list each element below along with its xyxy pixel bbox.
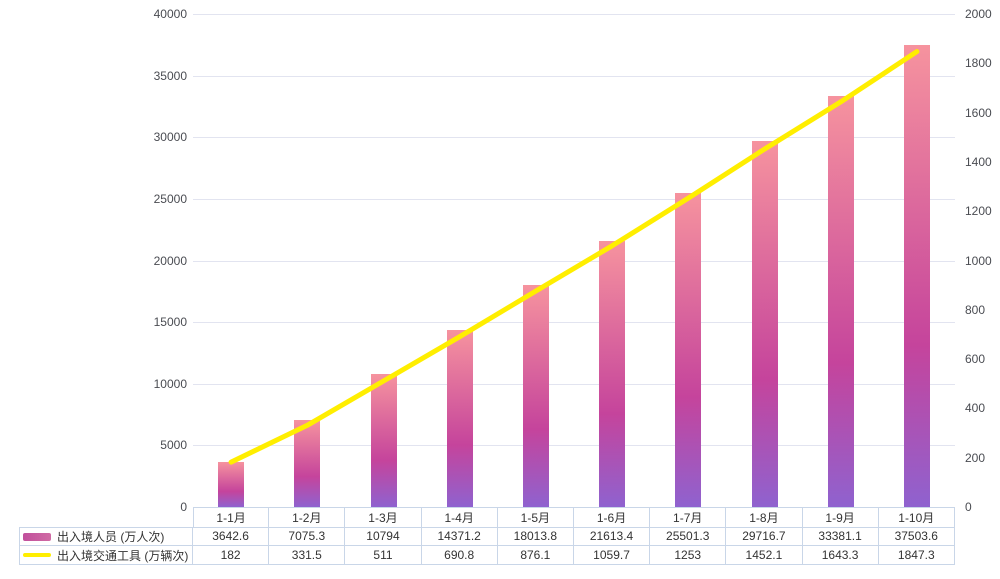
y-axis-right-tick-label: 400 <box>965 401 986 416</box>
table-value-cell: 14371.2 <box>421 527 498 546</box>
y-axis-right-tick-label: 1800 <box>965 56 992 71</box>
table-value-cell: 37503.6 <box>878 527 955 546</box>
y-axis-right-tick-label: 1400 <box>965 154 992 169</box>
table-value-cell: 21613.4 <box>573 527 651 546</box>
y-axis-right-tick-label: 2000 <box>965 7 992 21</box>
y-axis-right-tick-label: 0 <box>965 500 972 514</box>
traffic-line-series[interactable] <box>228 49 920 465</box>
bar-1-4月[interactable] <box>446 329 473 507</box>
gridline <box>193 383 955 385</box>
y-axis-left-tick-label: 0 <box>180 500 187 514</box>
table-header-row: 1-1月 1-2月 1-3月 1-4月 1-5月 1-6月 1-7月 1-8月 1-9月 1-10… <box>193 507 955 528</box>
gridline <box>193 137 955 139</box>
y-axis-left-tick-label: 35000 <box>153 68 187 83</box>
table-value-cell: 25501.3 <box>650 527 727 546</box>
table-value-cell: 511 <box>345 546 422 565</box>
legend-label: 出入境交通工具 (万辆次) <box>57 548 189 563</box>
table-value-cell: 33381.1 <box>802 527 879 546</box>
y-axis-left-tick-label: 15000 <box>153 315 187 330</box>
gridline <box>193 445 955 447</box>
y-axis-left-tick-label: 20000 <box>153 253 187 268</box>
y-axis-left-tick-label: 25000 <box>153 191 187 206</box>
bar-1-7月[interactable] <box>675 192 702 507</box>
table-header-cell: 1-8月 <box>726 507 803 528</box>
bar-1-5月[interactable] <box>522 285 549 507</box>
gridline <box>193 322 955 324</box>
y-axis-left-tick-label: 30000 <box>153 130 187 145</box>
gridline <box>193 260 955 262</box>
y-axis-left-tick-label: 5000 <box>160 438 187 453</box>
table-header-cell: 1-9月 <box>802 507 879 528</box>
gridline <box>193 14 955 15</box>
y-axis-right-tick-label: 800 <box>965 302 986 317</box>
bar-1-3月[interactable] <box>370 374 397 507</box>
table-header-cell: 1-3月 <box>345 507 422 528</box>
y-axis-right-tick-label: 1200 <box>965 204 992 219</box>
y-axis-right-tick-label: 600 <box>965 352 986 367</box>
table-value-cell: 1452.1 <box>726 546 803 565</box>
table-header-cell: 1-5月 <box>497 507 574 528</box>
y-axis-right-tick-label: 1000 <box>965 253 992 268</box>
table-header-cell: 1-7月 <box>650 507 727 528</box>
table-value-cell: 3642.6 <box>193 527 270 546</box>
table-header-cell: 1-10月 <box>878 507 955 528</box>
table-value-cell: 1253 <box>650 546 727 565</box>
table-value-cell: 876.1 <box>497 546 574 565</box>
table-value-cell: 10794 <box>345 527 422 546</box>
table-value-cell: 29716.7 <box>726 527 803 546</box>
y-axis-left-tick-label: 10000 <box>153 376 187 391</box>
table-value-cell: 1059.7 <box>573 546 651 565</box>
table-header-cell: 1-2月 <box>269 507 346 528</box>
bar-1-8月[interactable] <box>751 140 778 507</box>
legend-label: 出入境人员 (万人次) <box>57 530 165 544</box>
y-axis-left-tick-label: 40000 <box>153 7 187 21</box>
table-value-cell: 18013.8 <box>497 527 574 546</box>
bar-1-6月[interactable] <box>599 240 626 507</box>
gridline <box>193 75 955 77</box>
legend-cell: 出入境交通工具 (万辆次) <box>19 546 193 565</box>
table-header-cell: 1-6月 <box>573 507 651 528</box>
table-header-cell: 1-4月 <box>421 507 498 528</box>
y-axis-right-tick-label: 200 <box>965 450 986 465</box>
table-value-cell: 690.8 <box>421 546 498 565</box>
gridline <box>193 198 955 200</box>
bar-legend-swatch-icon <box>23 532 51 541</box>
table-value-cell: 182 <box>193 546 270 565</box>
table-value-cell: 331.5 <box>269 546 346 565</box>
legend-cell: 出入境人员 (万人次) <box>19 527 193 546</box>
table-value-cell: 7075.3 <box>269 527 346 546</box>
y-axis-right-tick-label: 1600 <box>965 105 992 120</box>
bar-1-2月[interactable] <box>294 419 321 507</box>
line-legend-swatch-icon <box>23 553 51 557</box>
table-header-cell: 1-1月 <box>193 507 270 528</box>
table-value-cell: 1643.3 <box>802 546 879 565</box>
table-row: 出入境人员 (万人次) 3642.6 7075.3 10794 14371.2 18013… <box>19 527 955 546</box>
table-row: 出入境交通工具 (万辆次) 182 331.5 511 690.8 876.1 1059.7… <box>19 546 955 565</box>
bar-1-1月[interactable] <box>218 462 245 507</box>
table-value-cell: 1847.3 <box>878 546 955 565</box>
bar-1-9月[interactable] <box>827 95 854 507</box>
bar-1-10月[interactable] <box>903 44 930 507</box>
